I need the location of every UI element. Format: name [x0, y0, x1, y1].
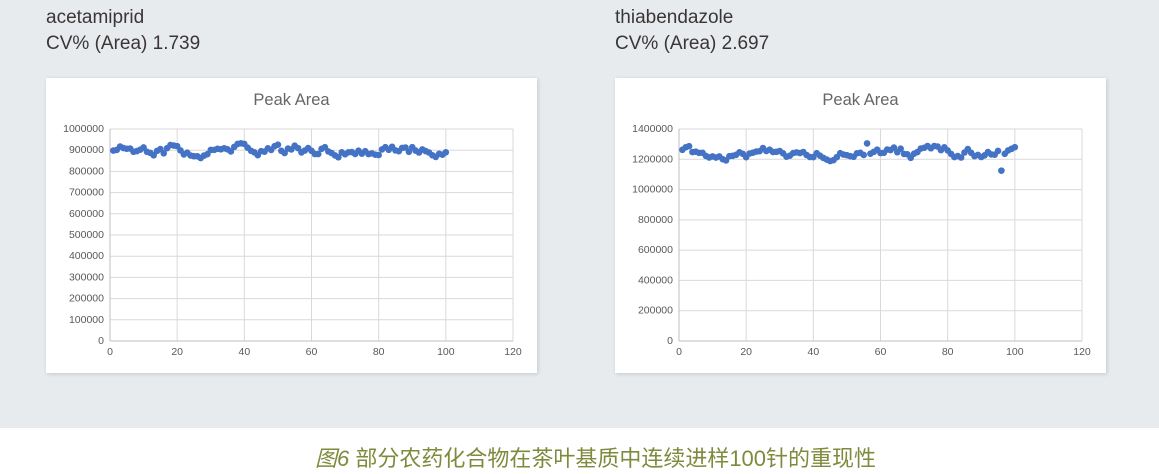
svg-text:100: 100: [437, 346, 455, 358]
svg-text:1000000: 1000000: [632, 184, 673, 196]
svg-text:100: 100: [1006, 346, 1024, 358]
svg-text:700000: 700000: [69, 187, 104, 199]
svg-text:80: 80: [373, 346, 385, 358]
svg-text:200000: 200000: [69, 293, 104, 305]
svg-text:0: 0: [667, 335, 673, 347]
svg-text:20: 20: [171, 346, 183, 358]
svg-text:40: 40: [238, 346, 250, 358]
svg-text:80: 80: [942, 346, 954, 358]
svg-text:0: 0: [98, 335, 104, 347]
svg-text:1200000: 1200000: [632, 153, 673, 165]
svg-text:900000: 900000: [69, 144, 104, 156]
svg-text:40: 40: [807, 346, 819, 358]
svg-text:800000: 800000: [69, 165, 104, 177]
svg-text:300000: 300000: [69, 271, 104, 283]
svg-text:120: 120: [1073, 346, 1091, 358]
svg-text:60: 60: [306, 346, 318, 358]
svg-text:400000: 400000: [638, 274, 673, 286]
svg-text:600000: 600000: [69, 208, 104, 220]
svg-text:800000: 800000: [638, 214, 673, 226]
svg-text:500000: 500000: [69, 229, 104, 241]
svg-text:400000: 400000: [69, 250, 104, 262]
svg-text:1000000: 1000000: [63, 123, 104, 135]
svg-text:20: 20: [740, 346, 752, 358]
svg-text:200000: 200000: [638, 305, 673, 317]
svg-text:60: 60: [875, 346, 887, 358]
svg-text:100000: 100000: [69, 314, 104, 326]
svg-text:0: 0: [676, 346, 682, 358]
svg-text:600000: 600000: [638, 244, 673, 256]
svg-text:1400000: 1400000: [632, 123, 673, 135]
svg-text:0: 0: [107, 346, 113, 358]
svg-text:120: 120: [504, 346, 522, 358]
